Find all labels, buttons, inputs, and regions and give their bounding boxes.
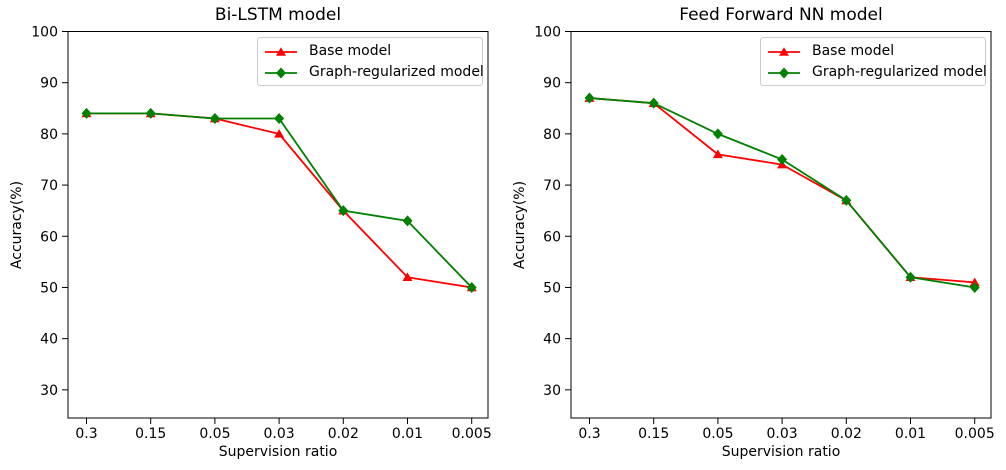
y-tick-label: 90 <box>40 76 58 92</box>
y-tick-label: 40 <box>40 332 58 348</box>
series-line <box>589 97 975 284</box>
y-tick-label: 50 <box>40 280 58 296</box>
plot-area: 0.3 0.15 0.05 0.03 0.02 0.01 0.005 30 40 50 60 70 80… <box>534 25 995 443</box>
data-point-marker <box>145 107 156 119</box>
legend-marker-diamond-icon <box>264 65 298 79</box>
data-point-marker <box>584 92 595 104</box>
data-point-marker <box>777 153 788 165</box>
data-point-marker <box>274 129 285 138</box>
x-tick-label: 0.15 <box>135 426 166 442</box>
legend-marker <box>779 47 789 56</box>
axes-frame <box>570 31 992 419</box>
legend-label: Graph-regularized model <box>309 64 484 80</box>
y-tick-label: 90 <box>543 76 561 92</box>
legend-marker <box>276 47 286 56</box>
data-point-marker <box>402 215 413 227</box>
data-point-marker <box>969 281 980 293</box>
y-tick-label: 100 <box>31 25 58 41</box>
legend-item-graph-regularized-model: Graph-regularized model <box>767 62 987 82</box>
series-line <box>589 97 975 289</box>
y-tick-label: 60 <box>40 229 58 245</box>
y-tick-label: 80 <box>40 127 58 143</box>
plot-title: Bi-LSTM model <box>214 5 342 25</box>
data-point-marker <box>402 272 413 282</box>
plot-title: Feed Forward NN model <box>679 5 883 25</box>
data-point-marker <box>209 113 220 125</box>
x-tick-label: 0.05 <box>702 426 733 442</box>
x-tick-label: 0.005 <box>452 426 492 442</box>
data-point-marker <box>712 128 723 140</box>
x-axis-label: Supervision ratio <box>218 444 338 460</box>
data-point-marker <box>969 277 980 287</box>
legend-marker <box>779 67 789 79</box>
legend: Base model Graph-regularized model <box>760 37 987 86</box>
subplot-bilstm: 0.3 0.15 0.05 0.03 0.02 0.01 0.005 30 40 50 60 70 80… <box>9 5 492 460</box>
y-tick-label: 60 <box>543 229 561 245</box>
series-line <box>86 112 473 289</box>
axes-frame <box>67 31 489 419</box>
data-point-marker <box>648 97 659 109</box>
y-tick-label: 70 <box>543 178 561 194</box>
data-point-marker <box>338 205 349 217</box>
x-tick-label: 0.03 <box>264 426 295 442</box>
x-tick-label: 0.05 <box>199 426 230 442</box>
plot-area: 0.3 0.15 0.05 0.03 0.02 0.01 0.005 30 40 50 60 70 80… <box>31 25 492 443</box>
x-tick-label: 0.15 <box>638 426 669 442</box>
x-tick-label: 0.03 <box>767 426 798 442</box>
subplot-feed-forward-nn: 0.3 0.15 0.05 0.03 0.02 0.01 0.005 30 40 50 60 70 80… <box>503 0 1006 470</box>
legend-label: Base model <box>309 43 392 59</box>
legend-item-graph-regularized-model: Graph-regularized model <box>264 62 484 82</box>
legend-label: Graph-regularized model <box>812 64 987 80</box>
x-tick-label: 0.005 <box>955 426 995 442</box>
legend-marker-triangle-icon <box>264 44 298 58</box>
y-tick-label: 30 <box>543 383 561 399</box>
x-tick-label: 0.3 <box>578 426 600 442</box>
y-axis-label: Accuracy(%) <box>9 180 25 270</box>
x-tick-label: 0.02 <box>328 426 359 442</box>
x-axis-label: Supervision ratio <box>721 444 841 460</box>
data-point-marker <box>841 194 852 206</box>
x-tick-label: 0.02 <box>831 426 862 442</box>
legend-item-base-model: Base model <box>767 41 981 61</box>
x-tick-label: 0.01 <box>895 426 926 442</box>
y-tick-label: 50 <box>543 280 561 296</box>
data-point-marker <box>466 281 477 293</box>
legend-marker-diamond-icon <box>767 65 801 79</box>
y-tick-label: 30 <box>40 383 58 399</box>
legend-marker-triangle-icon <box>767 44 801 58</box>
legend-item-base-model: Base model <box>264 41 478 61</box>
legend-label: Base model <box>812 43 895 59</box>
x-tick-label: 0.01 <box>392 426 423 442</box>
legend-marker <box>276 67 286 79</box>
y-tick-label: 70 <box>40 178 58 194</box>
series-line <box>86 112 472 289</box>
data-point-marker <box>274 113 285 125</box>
data-point-marker <box>905 271 916 283</box>
y-axis-label: Accuracy(%) <box>512 180 528 270</box>
data-point-marker <box>81 107 92 119</box>
y-tick-label: 40 <box>543 332 561 348</box>
x-tick-label: 0.3 <box>75 426 97 442</box>
data-point-marker <box>712 149 723 159</box>
legend: Base model Graph-regularized model <box>257 37 484 86</box>
y-tick-label: 80 <box>543 127 561 143</box>
y-tick-label: 100 <box>534 25 561 41</box>
